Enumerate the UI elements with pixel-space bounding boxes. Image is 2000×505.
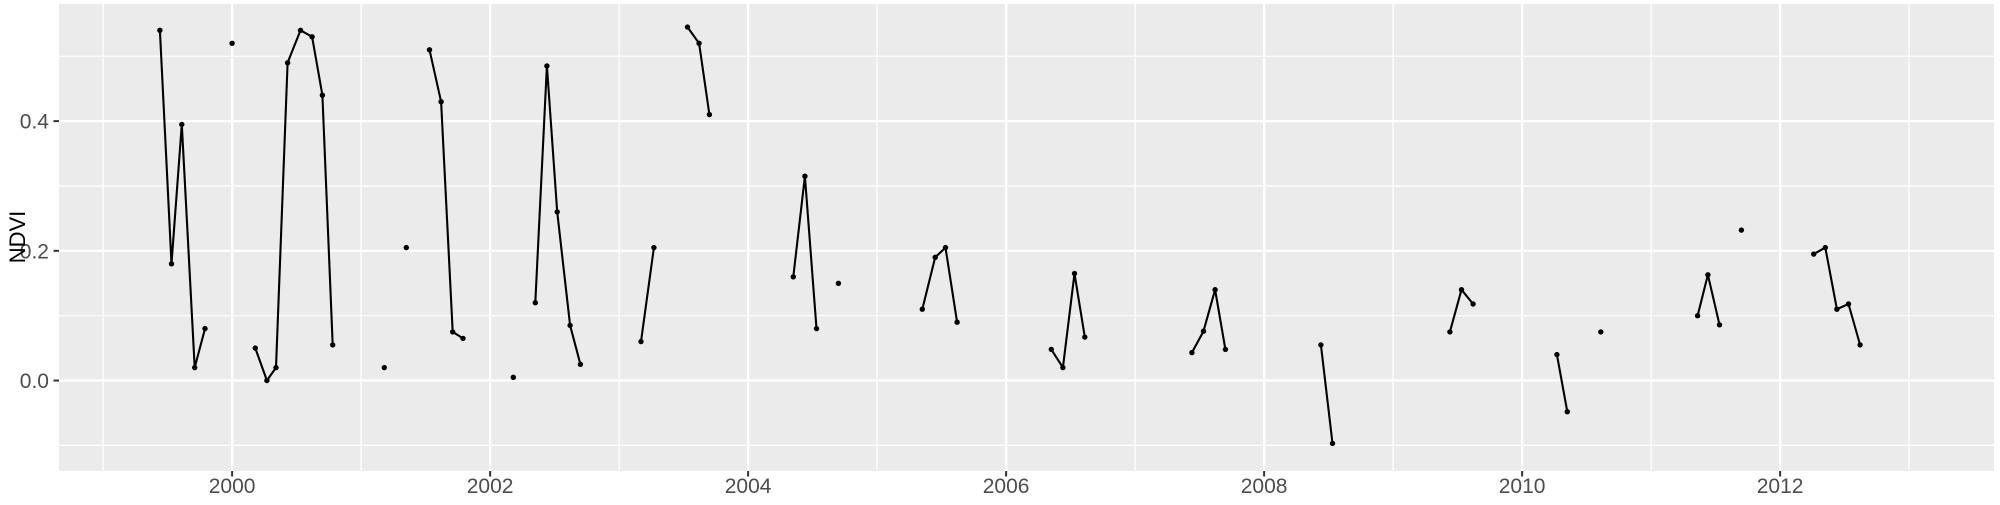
data-point bbox=[651, 244, 657, 251]
data-point bbox=[168, 261, 175, 267]
data-point bbox=[1200, 328, 1207, 334]
data-point bbox=[1845, 301, 1852, 307]
data-point bbox=[450, 329, 456, 335]
data-point bbox=[1738, 227, 1745, 233]
data-point bbox=[273, 364, 279, 371]
data-point bbox=[438, 99, 444, 105]
series-segment bbox=[1555, 353, 1569, 413]
data-point bbox=[229, 40, 235, 46]
data-point bbox=[330, 342, 336, 348]
data-point bbox=[567, 322, 573, 329]
data-point bbox=[919, 306, 925, 312]
data-point bbox=[192, 364, 198, 371]
data-point bbox=[1598, 329, 1604, 335]
data-point bbox=[1082, 334, 1088, 340]
data-point bbox=[381, 364, 387, 371]
y-axis-title: NDVI bbox=[5, 211, 30, 264]
data-point bbox=[1834, 306, 1840, 312]
series-segment bbox=[639, 246, 655, 343]
series-segment bbox=[428, 48, 465, 340]
data-point bbox=[297, 27, 304, 33]
data-point bbox=[510, 374, 516, 380]
data-point bbox=[1447, 329, 1453, 335]
data-point bbox=[1811, 251, 1817, 257]
data-point bbox=[1189, 349, 1195, 356]
data-point bbox=[532, 300, 538, 306]
plot-panel-background bbox=[59, 4, 1994, 471]
data-point bbox=[802, 173, 808, 179]
data-point bbox=[309, 34, 315, 40]
data-point bbox=[179, 121, 185, 128]
data-point bbox=[706, 111, 713, 118]
series-segment bbox=[921, 246, 959, 324]
data-point bbox=[638, 338, 644, 345]
x-tick-label: 2002 bbox=[467, 475, 514, 498]
y-tick-label: 0.0 bbox=[20, 370, 49, 393]
data-point bbox=[1554, 351, 1560, 358]
data-point bbox=[1212, 287, 1218, 293]
data-point bbox=[1060, 364, 1066, 371]
data-point bbox=[1857, 342, 1863, 348]
data-point bbox=[813, 325, 820, 332]
data-point bbox=[932, 254, 938, 260]
data-point bbox=[252, 345, 258, 351]
data-point bbox=[1716, 322, 1723, 328]
data-point bbox=[1470, 301, 1476, 307]
data-point bbox=[954, 319, 960, 325]
data-point bbox=[1694, 313, 1701, 319]
data-point bbox=[1048, 346, 1055, 353]
series-segment bbox=[1190, 288, 1227, 354]
data-point bbox=[790, 274, 796, 280]
data-point bbox=[1222, 346, 1229, 353]
x-tick-label: 2006 bbox=[983, 475, 1030, 498]
data-point bbox=[1822, 244, 1829, 251]
data-point bbox=[835, 280, 842, 286]
data-point bbox=[1071, 270, 1078, 277]
data-point bbox=[460, 335, 466, 342]
data-point bbox=[426, 47, 433, 53]
data-point bbox=[696, 40, 702, 46]
data-point bbox=[319, 92, 326, 98]
data-point bbox=[403, 244, 409, 251]
data-point bbox=[684, 24, 691, 30]
data-point bbox=[264, 377, 270, 384]
data-point bbox=[1318, 342, 1324, 348]
data-point bbox=[1564, 409, 1571, 415]
data-point bbox=[1458, 287, 1465, 293]
data-point bbox=[942, 244, 949, 251]
data-point bbox=[157, 27, 163, 33]
x-tick-label: 2008 bbox=[1241, 475, 1288, 498]
series-segment bbox=[1050, 272, 1086, 369]
data-point bbox=[1329, 440, 1336, 447]
data-point bbox=[554, 209, 560, 215]
series-segment bbox=[1319, 343, 1334, 445]
data-point bbox=[544, 63, 550, 69]
data-point bbox=[202, 325, 208, 332]
x-tick-label: 2004 bbox=[725, 475, 772, 498]
data-point bbox=[1705, 272, 1711, 278]
x-tick-label: 2012 bbox=[1757, 475, 1804, 498]
x-tick-label: 2010 bbox=[1499, 475, 1546, 498]
y-tick-label: 0.2 bbox=[20, 240, 49, 263]
x-tick-label: 2000 bbox=[209, 475, 256, 498]
data-point bbox=[284, 60, 291, 66]
data-point bbox=[577, 361, 584, 367]
y-tick-label: 0.4 bbox=[20, 111, 50, 134]
